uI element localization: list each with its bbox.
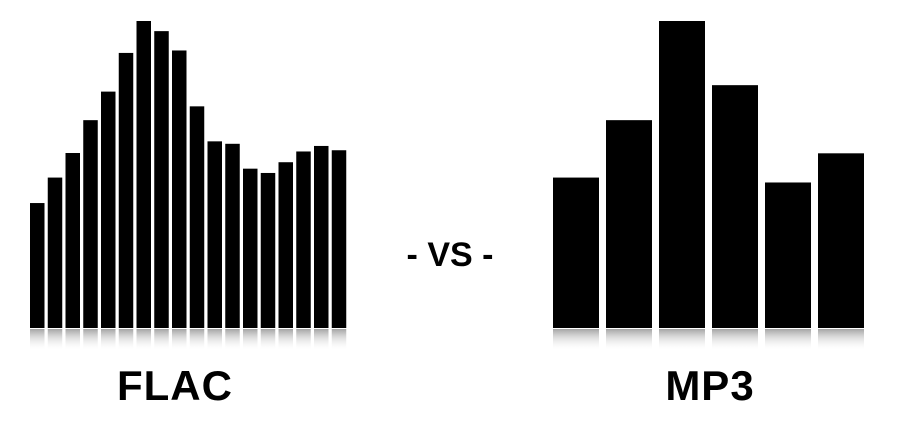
mp3-bar-reflection-6 xyxy=(818,329,864,351)
flac-bar-13 xyxy=(243,168,258,328)
mp3-bar-reflection-4 xyxy=(712,329,758,351)
mp3-bar-reflection-2 xyxy=(606,329,652,351)
flac-bar-reflection-8 xyxy=(154,329,169,351)
flac-bar-12 xyxy=(225,143,240,328)
flac-bar-reflection-3 xyxy=(65,329,80,351)
flac-bar-4 xyxy=(83,120,98,328)
mp3-bar-3 xyxy=(659,21,705,328)
flac-bar-group xyxy=(30,21,347,351)
mp3-bar-reflection-1 xyxy=(553,329,599,351)
flac-bar-1 xyxy=(30,203,45,328)
mp3-bar-reflection-5 xyxy=(765,329,811,351)
flac-bar-14 xyxy=(260,172,276,328)
mp3-bar-2 xyxy=(606,120,652,328)
mp3-bar-4 xyxy=(712,85,758,329)
flac-bar-reflection-16 xyxy=(296,329,311,351)
mp3-label: MP3 xyxy=(665,362,755,409)
flac-label: FLAC xyxy=(117,362,233,409)
flac-bar-reflection-4 xyxy=(83,329,98,351)
vs-label: - VS - xyxy=(406,236,494,274)
flac-bar-reflection-10 xyxy=(189,329,205,351)
flac-bar-15 xyxy=(278,162,293,328)
flac-bar-6 xyxy=(118,52,134,328)
flac-bar-reflection-17 xyxy=(314,329,329,351)
flac-bar-reflection-7 xyxy=(136,329,151,351)
flac-bar-reflection-13 xyxy=(243,329,258,351)
flac-bar-reflection-15 xyxy=(278,329,293,351)
flac-bar-2 xyxy=(47,177,63,328)
flac-bar-reflection-6 xyxy=(118,329,134,351)
flac-bar-reflection-5 xyxy=(101,329,116,351)
flac-bar-reflection-9 xyxy=(172,329,187,351)
flac-bar-17 xyxy=(314,145,329,328)
flac-bar-reflection-1 xyxy=(30,329,45,351)
flac-bar-5 xyxy=(101,91,116,328)
mp3-bar-1 xyxy=(553,177,599,328)
flac-bar-reflection-14 xyxy=(260,329,276,351)
mp3-bar-reflection-3 xyxy=(659,329,705,351)
flac-bar-7 xyxy=(136,21,151,328)
flac-bar-reflection-11 xyxy=(207,329,222,351)
flac-bar-10 xyxy=(189,106,205,328)
flac-bar-9 xyxy=(172,50,187,329)
flac-bar-8 xyxy=(154,31,169,328)
flac-bar-18 xyxy=(331,150,347,328)
flac-bar-reflection-2 xyxy=(47,329,63,351)
mp3-bar-group xyxy=(553,21,864,351)
flac-bar-3 xyxy=(65,153,80,328)
mp3-bar-6 xyxy=(818,153,864,328)
flac-bar-11 xyxy=(207,141,222,328)
flac-bar-reflection-12 xyxy=(225,329,240,351)
flac-bar-16 xyxy=(296,151,311,328)
flac-bar-reflection-18 xyxy=(331,329,347,351)
mp3-bar-5 xyxy=(765,182,811,328)
